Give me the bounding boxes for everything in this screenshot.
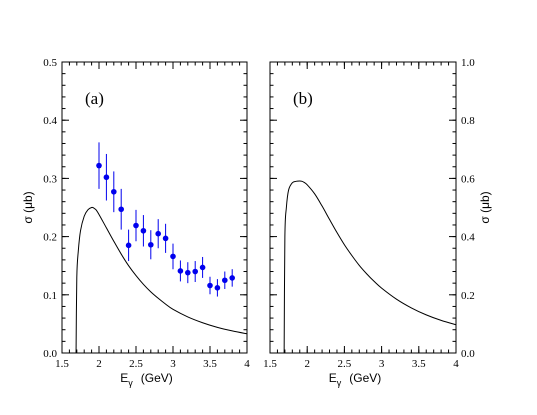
panel-a-x-axis-label-sub: γ [128,378,133,388]
panel-b-y-tick-label: 0.6 [461,173,475,185]
panel-b-y-tick-label: 0.2 [461,290,475,302]
panel-a-data-point [155,230,161,237]
panel-a-data-point [111,188,117,195]
panel-a-data-point [118,206,124,213]
panel-a-data-point [103,174,110,181]
panel-a-model-curve [75,206,248,354]
panel-b-x-tick-label: 3.5 [412,358,426,370]
panel-a-data-point [192,268,198,275]
panel-a-x-axis-label-main: E [120,371,128,385]
panel-b-x-axis-label-unit: (GeV) [349,371,381,385]
panel-a-data-point [214,285,221,291]
panel-a-x-tick-label: 3.5 [203,358,217,370]
panel-b-x-axis-label-sub: γ [337,378,342,388]
panel-b-x-tick-label: 2.5 [338,358,352,370]
panel-b-x-axis-label-main: E [329,371,337,385]
panel-a-label: (a) [85,89,104,108]
panel-a-data-point [177,268,184,274]
panel-a-y-tick-label: 0.2 [43,232,57,244]
panel-b-x-tick-label: 2 [304,358,310,370]
panel-a-data-point [162,235,169,242]
panel-a-x-tick-label: 4 [244,358,250,370]
panel-a-data-point [170,253,176,260]
panel-b-y-axis-label: σ (μb) [478,191,492,223]
panel-b-y-tick-label: 0.8 [461,115,475,127]
panel-a-data-point [96,162,102,169]
panel-b: 1.5 2 2.5 3 3.5 40.0 0.2 0.4 0.6 0.8 1.0 (b) Eγ (GeV)… [263,57,492,388]
panel-a-y-tick-label: 0.4 [43,115,57,127]
panel-b-x-tick-label: 3 [379,358,385,370]
panel-a-frame [61,61,248,354]
panel-a-data-point [207,282,213,289]
panel-b-y-tick-label: 0.4 [461,232,475,244]
panel-a-x-tick-label: 3 [170,358,176,370]
panel-b-label: (b) [293,89,313,108]
panel-a-data-point [199,264,206,271]
panel-a-data-point [140,227,147,234]
panel-b-x-tick-label: 4 [453,358,459,370]
panel-a-data-point [229,275,235,281]
panel-b-x-axis-label: Eγ (GeV) [329,371,382,388]
panel-b-frame [269,61,457,354]
panel-a-y-axis-label: σ (μb) [21,191,35,223]
panel-a-data-point [133,222,139,229]
panel-a-y-tick-label: 0.3 [43,173,57,185]
panel-a-data-point [125,242,132,249]
panel-a-data-point [148,241,154,248]
panel-a-y-tick-label: 0.1 [43,290,57,302]
panel-a-data-point [222,277,228,284]
panel-b-x-tick-label: 1.5 [263,358,277,370]
panel-a-data-point [185,269,191,276]
panel-a-x-tick-label: 2.5 [129,358,143,370]
panel-a: 1.5 2 2.5 3 3.5 4 0.0 0.1 0.2 0.3 0.4 0.5 (a) Eγ (GeV)… [21,57,250,388]
panel-a-x-tick-label: 1.5 [55,358,69,370]
panel-a-y-tick-label: 0.5 [43,57,57,69]
panel-a-x-axis-label: Eγ (GeV) [120,371,173,388]
panel-b-y-tick-label: 0.0 [461,348,475,360]
panel-a-x-tick-label: 2 [96,358,102,370]
panel-b-y-tick-label: 1.0 [461,57,475,69]
panel-a-y-tick-label: 0.0 [43,348,57,360]
panel-b-model-curve [283,180,457,354]
panel-a-x-axis-label-unit: (GeV) [141,371,173,385]
